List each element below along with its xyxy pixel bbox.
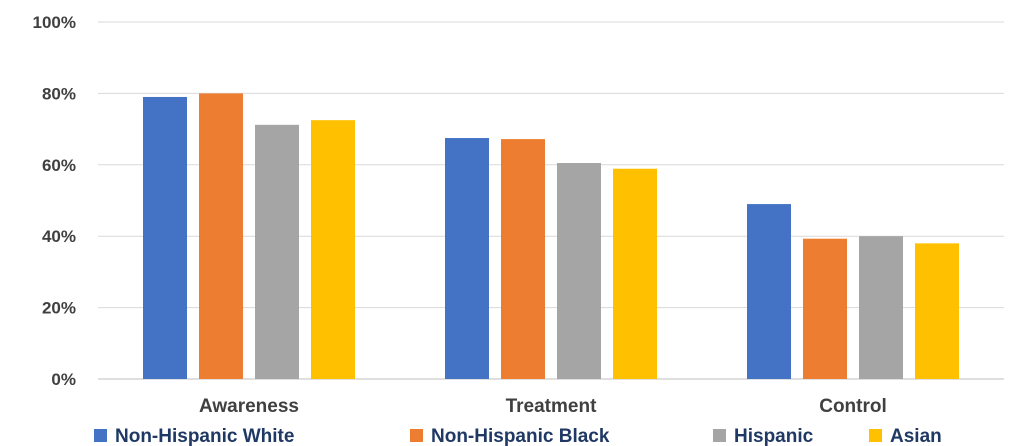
- bars: [143, 93, 959, 380]
- bar: [143, 96, 187, 379]
- y-axis-ticks: 0% 20% 40% 60% 80% 100%: [33, 13, 76, 389]
- bar: [859, 236, 903, 379]
- legend-swatch: [869, 429, 882, 442]
- bar: [311, 120, 355, 380]
- legend-swatch: [713, 429, 726, 442]
- bar: [501, 139, 545, 379]
- y-tick-label: 0%: [51, 370, 76, 389]
- x-category-label: Awareness: [199, 396, 299, 417]
- legend-swatch: [410, 429, 423, 442]
- legend-label: Non-Hispanic White: [115, 426, 294, 446]
- bar: [915, 243, 959, 379]
- legend: Non-Hispanic White Non-Hispanic Black Hisp…: [94, 426, 942, 446]
- bar: [557, 163, 601, 379]
- bar: [613, 168, 657, 379]
- gridlines: [98, 21, 1004, 380]
- bar: [445, 138, 489, 379]
- y-tick-label: 40%: [42, 227, 76, 246]
- y-tick-label: 100%: [33, 13, 76, 32]
- bar: [255, 124, 299, 379]
- y-tick-label: 60%: [42, 156, 76, 175]
- x-category-label: Control: [819, 396, 887, 417]
- legend-label: Non-Hispanic Black: [431, 426, 610, 446]
- bar: [747, 204, 791, 379]
- legend-label: Hispanic: [734, 426, 814, 446]
- x-axis-categories: Awareness Treatment Control: [199, 396, 887, 417]
- legend-label: Asian: [890, 426, 942, 446]
- bar: [199, 93, 243, 380]
- y-tick-label: 80%: [42, 84, 76, 103]
- legend-swatch: [94, 429, 107, 442]
- bar: [803, 238, 847, 379]
- x-category-label: Treatment: [506, 396, 597, 417]
- y-tick-label: 20%: [42, 299, 76, 318]
